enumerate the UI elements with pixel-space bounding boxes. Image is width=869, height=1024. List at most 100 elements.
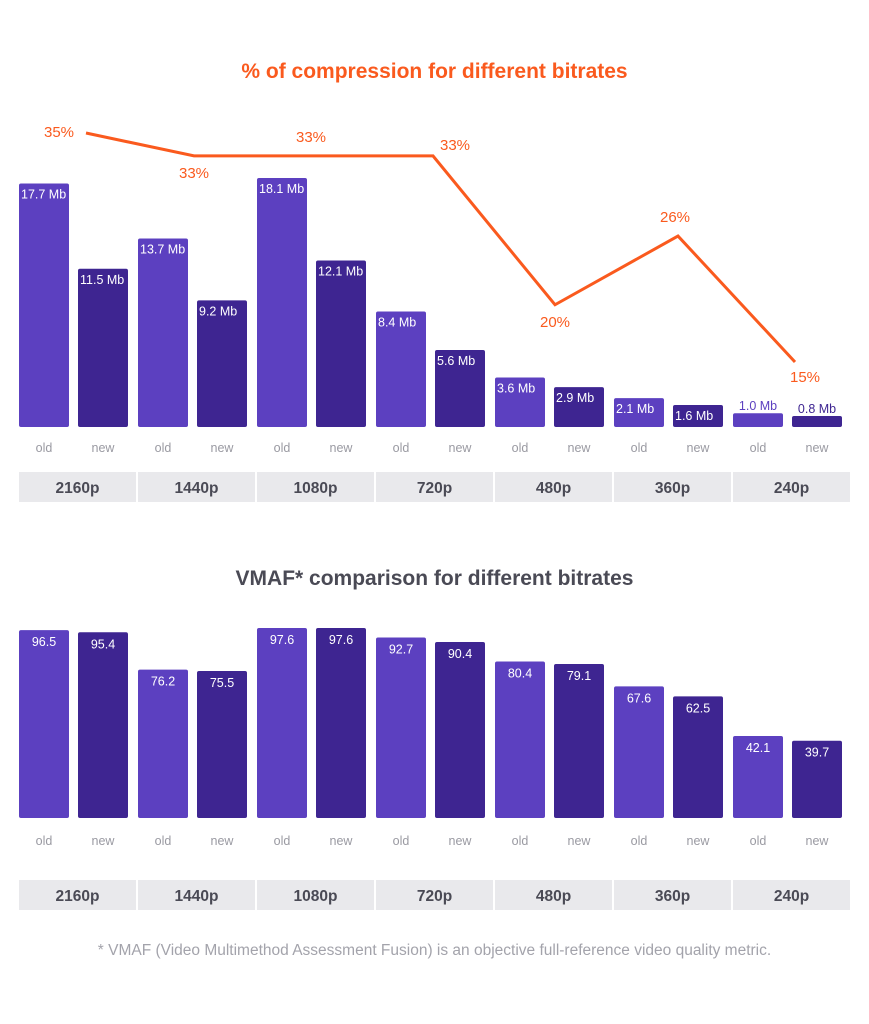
group-box-720p xyxy=(376,472,493,502)
sub-label-new: new xyxy=(568,441,592,455)
bar-label-new-360p: 62.5 xyxy=(686,701,710,715)
sub-label-new: new xyxy=(330,834,354,848)
group-label-1440p: 1440p xyxy=(175,888,219,905)
sub-label-new: new xyxy=(449,441,473,455)
bar-label-old-2160p: 96.5 xyxy=(32,635,56,649)
group-label-480p: 480p xyxy=(536,888,571,905)
sub-label-old: old xyxy=(393,834,410,848)
bar-old-1080p xyxy=(257,178,307,427)
group-label-720p: 720p xyxy=(417,888,452,905)
bar-label-old-240p: 42.1 xyxy=(746,741,770,755)
bar-new-2160p xyxy=(78,268,128,427)
group-box-360p xyxy=(614,472,731,502)
sub-label-new: new xyxy=(330,441,354,455)
sub-label-new: new xyxy=(806,834,830,848)
bar-old-360p xyxy=(614,398,664,427)
group-box-240p xyxy=(733,880,850,910)
sub-label-old: old xyxy=(36,441,53,455)
sub-label-old: old xyxy=(512,441,529,455)
bar-new-240p xyxy=(792,740,842,818)
bar-label-new-240p: 0.8 Mb xyxy=(798,402,836,416)
sub-label-new: new xyxy=(449,834,473,848)
sub-label-old: old xyxy=(155,834,172,848)
group-box-360p xyxy=(614,880,731,910)
bar-label-new-720p: 5.6 Mb xyxy=(437,354,475,368)
chart1-title: % of compression for different bitrates xyxy=(241,60,628,83)
group-label-240p: 240p xyxy=(774,888,809,905)
compression-label-1080p: 33% xyxy=(296,129,326,146)
group-box-1440p xyxy=(138,472,255,502)
bar-old-2160p xyxy=(19,183,69,427)
sub-label-new: new xyxy=(92,441,116,455)
bar-label-old-480p: 80.4 xyxy=(508,666,532,680)
bar-label-new-2160p: 11.5 Mb xyxy=(80,273,124,287)
sub-label-new: new xyxy=(211,834,235,848)
sub-label-new: new xyxy=(92,834,116,848)
bar-label-new-240p: 39.7 xyxy=(805,746,829,760)
group-label-1440p: 1440p xyxy=(175,480,219,497)
bar-old-360p xyxy=(614,686,664,818)
sub-label-old: old xyxy=(274,441,291,455)
bar-label-new-2160p: 95.4 xyxy=(91,637,115,651)
vmaf-footnote: * VMAF (Video Multimethod Assessment Fus… xyxy=(97,942,772,959)
group-box-2160p xyxy=(19,880,136,910)
compression-label-240p: 15% xyxy=(790,369,820,386)
bar-old-480p xyxy=(495,661,545,818)
bar-new-240p xyxy=(792,415,842,427)
group-box-1440p xyxy=(138,880,255,910)
bar-label-new-1440p: 9.2 Mb xyxy=(199,304,237,318)
group-label-2160p: 2160p xyxy=(56,888,100,905)
bar-label-new-480p: 79.1 xyxy=(567,669,591,683)
group-box-480p xyxy=(495,472,612,502)
bar-label-old-1440p: 76.2 xyxy=(151,675,175,689)
group-label-240p: 240p xyxy=(774,480,809,497)
bar-old-720p xyxy=(376,311,426,427)
bar-label-old-720p: 8.4 Mb xyxy=(378,315,416,329)
compression-line xyxy=(85,131,797,364)
compression-label-480p: 20% xyxy=(540,314,570,331)
sub-label-new: new xyxy=(806,441,830,455)
bar-label-old-2160p: 17.7 Mb xyxy=(21,188,66,202)
bar-new-1080p xyxy=(316,260,366,427)
sub-label-new: new xyxy=(211,441,235,455)
bar-old-720p xyxy=(376,637,426,818)
group-box-2160p xyxy=(19,472,136,502)
group-label-2160p: 2160p xyxy=(56,480,100,497)
vmaf-chart: 96.5 old 95.4 new 2160p 76.2 old 75.5 new 1440p 97… xyxy=(19,628,850,910)
sub-label-new: new xyxy=(687,834,711,848)
bar-label-new-1080p: 12.1 Mb xyxy=(318,265,363,279)
bar-old-1080p xyxy=(257,628,307,818)
bar-label-new-720p: 90.4 xyxy=(448,647,472,661)
bar-label-old-1080p: 97.6 xyxy=(270,633,294,647)
compression-label-360p: 26% xyxy=(660,209,690,226)
bar-label-old-240p: 1.0 Mb xyxy=(739,399,777,413)
bar-label-old-360p: 67.6 xyxy=(627,691,651,705)
group-label-1080p: 1080p xyxy=(294,480,338,497)
bar-old-240p xyxy=(733,736,783,818)
sub-label-old: old xyxy=(750,834,767,848)
compression-label-720p: 33% xyxy=(440,137,470,154)
group-label-360p: 360p xyxy=(655,480,690,497)
bar-label-old-1080p: 18.1 Mb xyxy=(259,182,304,196)
bar-label-new-480p: 2.9 Mb xyxy=(556,391,594,405)
bar-old-240p xyxy=(733,413,783,427)
group-label-1080p: 1080p xyxy=(294,888,338,905)
sub-label-old: old xyxy=(274,834,291,848)
sub-label-old: old xyxy=(155,441,172,455)
bar-new-2160p xyxy=(78,632,128,818)
group-box-720p xyxy=(376,880,493,910)
bar-old-2160p xyxy=(19,630,69,818)
bar-label-old-720p: 92.7 xyxy=(389,643,413,657)
sub-label-old: old xyxy=(393,441,410,455)
sub-label-old: old xyxy=(750,441,767,455)
bar-old-1440p xyxy=(138,669,188,818)
bar-new-480p xyxy=(554,664,604,818)
bar-label-new-1080p: 97.6 xyxy=(329,633,353,647)
chart2-title: VMAF* comparison for different bitrates xyxy=(235,567,634,590)
bar-new-1440p xyxy=(197,300,247,427)
bar-old-480p xyxy=(495,377,545,427)
bar-label-old-480p: 3.6 Mb xyxy=(497,381,535,395)
sub-label-old: old xyxy=(631,834,648,848)
bar-new-480p xyxy=(554,387,604,427)
sub-label-new: new xyxy=(568,834,592,848)
